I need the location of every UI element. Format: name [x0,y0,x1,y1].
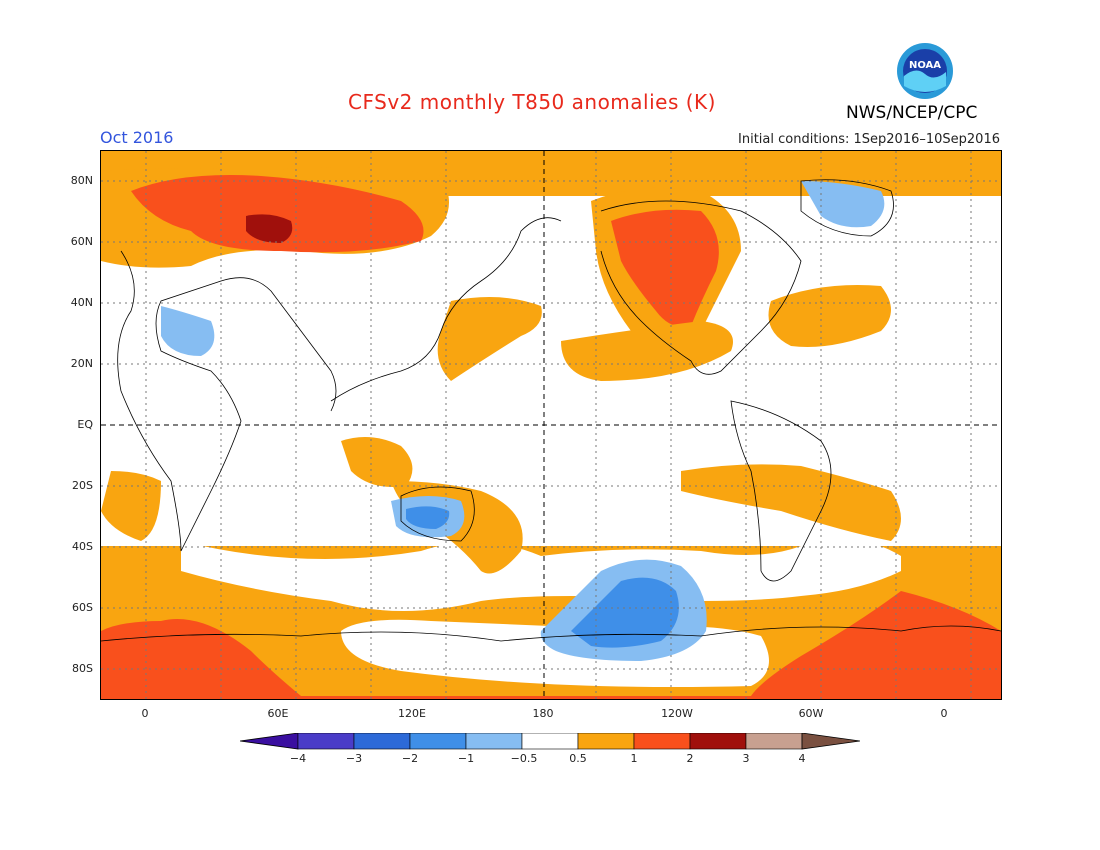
lat-label: 60S [72,601,93,614]
lat-label: EQ [77,418,93,431]
lon-label: 120W [661,707,693,720]
lon-label: 180 [532,707,554,720]
lon-label: 60W [798,707,824,720]
northamerica-coast [600,200,802,375]
lon-label: 0 [141,707,149,720]
lon-label: 60E [267,707,289,720]
lat-label: 20N [70,357,93,370]
atlantic-warm [768,285,891,347]
colorbar-label: 3 [742,752,750,765]
noaa-logo-icon: NOAA [897,43,953,99]
lon-label: 120E [398,707,426,720]
colorbar-label: 0.5 [569,752,587,765]
chart-title: CFSv2 monthly T850 anomalies (K) [348,90,716,114]
colorbar-label: 4 [798,752,806,765]
lat-label: 60N [70,235,93,248]
northamerica-hot [611,209,719,327]
lat-label: 40N [70,296,93,309]
map-gridlines [101,151,1001,699]
colorbar-label: −3 [345,752,363,765]
equator-dateline [101,151,1001,699]
initial-conditions: Initial conditions: 1Sep2016–10Sep2016 [738,132,1000,147]
colorbar-label: −2 [401,752,419,765]
colorbar-cell [521,733,579,750]
colorbar-cell [409,733,467,750]
indian-warm [341,437,413,487]
colorbar-cell [297,733,355,750]
anomaly-map [100,150,1002,700]
colorbar-cell [745,733,803,750]
southamerica-coast [730,400,832,582]
forecast-month: Oct 2016 [100,128,174,147]
agency-credit: NWS/NCEP/CPC [846,103,978,123]
lat-label: 80N [70,174,93,187]
lat-label: 80S [72,662,93,675]
australia-cool-core [406,506,450,529]
antarctica-coast [101,625,1001,642]
australia-coast [400,486,475,542]
africa-eurasia-coast [117,250,337,552]
logo-text: NOAA [909,60,941,71]
colorbar-cell [633,733,691,750]
colorbar-low-arrow [240,733,299,750]
colorbar-label: 1 [630,752,638,765]
south-pacific-cool-core [571,577,679,648]
lat-label: 40S [72,540,93,553]
asia-coast [330,217,562,402]
lat-label: 20S [72,479,93,492]
greenland-cool [801,181,885,228]
map-canvas [101,151,1001,699]
color-bar [240,733,860,750]
siberia-warm [131,175,424,253]
pacific-west-warm [437,297,542,381]
colorbar-cell [689,733,747,750]
colorbar-high-arrow [801,733,860,750]
mideast-cool [161,306,215,356]
colorbar-label: −4 [289,752,307,765]
coastlines [101,179,1001,642]
colorbar-cell [465,733,523,750]
siberia-hot-core [246,214,293,243]
africa-west-warm [101,471,161,541]
colorbar-cell [577,733,635,750]
colorbar-label: −1 [457,752,475,765]
colorbar-cell [353,733,411,750]
greenland-coast [800,179,894,237]
southern-neutral [181,540,901,611]
colorbar-cells [297,733,803,750]
colorbar-label: −0.5 [510,752,538,765]
pacific-north-warm [561,321,733,381]
lon-label: 0 [940,707,948,720]
colorbar-label: 2 [686,752,694,765]
south-atlantic-warm [681,464,901,541]
